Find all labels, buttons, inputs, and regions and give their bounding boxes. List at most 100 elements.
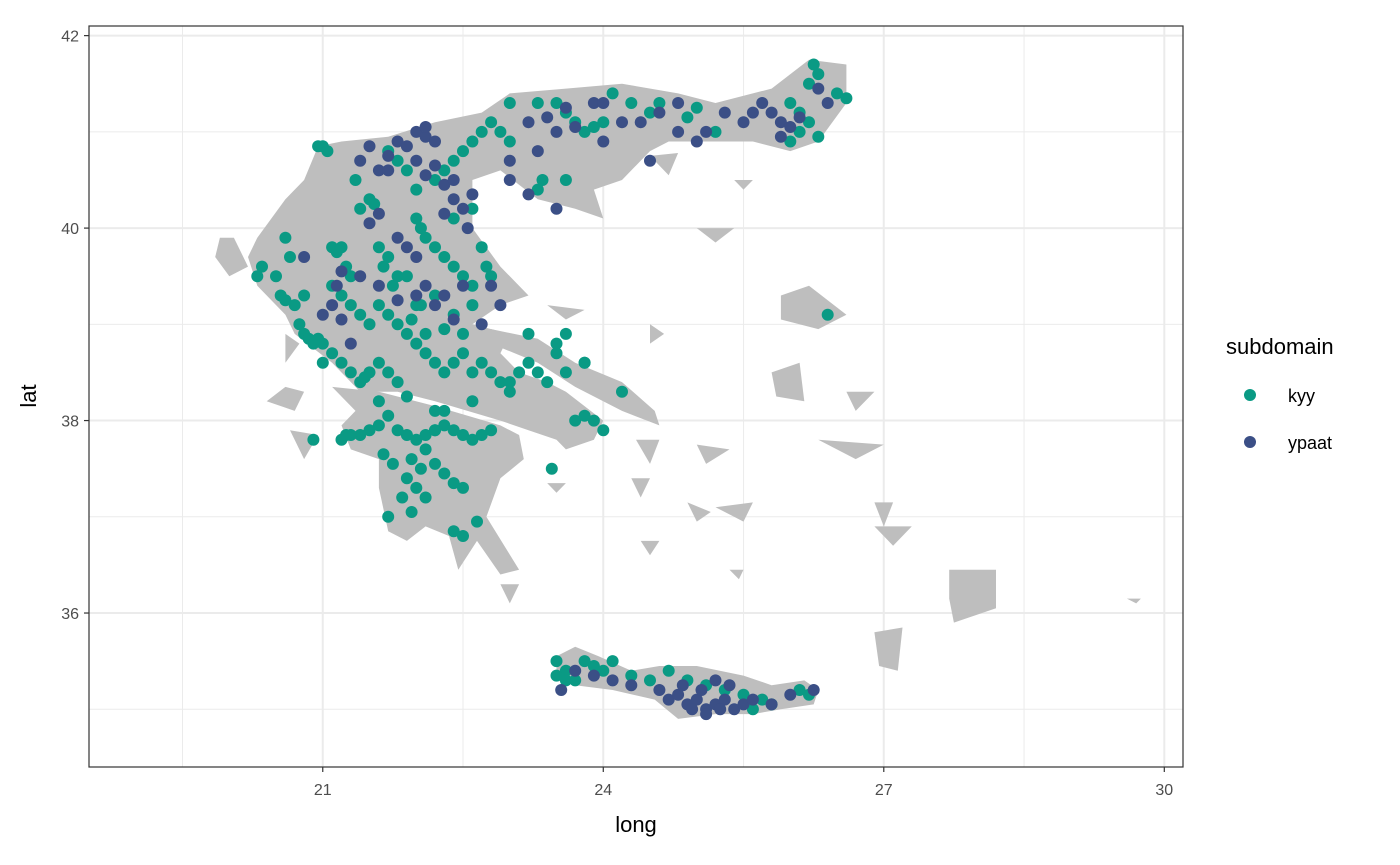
point-ypaat bbox=[714, 703, 727, 716]
point-kyy bbox=[400, 390, 413, 403]
point-kyy bbox=[447, 424, 460, 437]
point-kyy bbox=[419, 347, 432, 360]
point-ypaat bbox=[625, 679, 638, 692]
point-ypaat bbox=[653, 106, 666, 119]
point-kyy bbox=[438, 467, 451, 480]
point-kyy bbox=[485, 116, 498, 129]
point-kyy bbox=[475, 125, 488, 138]
point-kyy bbox=[536, 174, 549, 186]
point-kyy bbox=[419, 327, 432, 340]
point-ypaat bbox=[522, 116, 535, 129]
point-kyy bbox=[358, 371, 371, 384]
point-ypaat bbox=[419, 169, 432, 182]
point-ypaat bbox=[587, 97, 600, 109]
point-kyy bbox=[382, 308, 395, 321]
point-kyy bbox=[419, 491, 432, 504]
point-ypaat bbox=[354, 270, 367, 283]
map-island bbox=[729, 569, 744, 580]
point-kyy bbox=[569, 674, 582, 687]
point-kyy bbox=[709, 125, 722, 138]
point-kyy bbox=[756, 693, 769, 706]
point-ypaat bbox=[774, 116, 787, 129]
point-kyy bbox=[803, 116, 815, 129]
point-ypaat bbox=[522, 188, 535, 201]
point-kyy bbox=[471, 515, 483, 528]
point-kyy bbox=[807, 58, 820, 71]
point-kyy bbox=[400, 429, 413, 441]
point-ypaat bbox=[391, 294, 404, 307]
point-kyy bbox=[410, 337, 423, 350]
legend-key-ypaat bbox=[1244, 436, 1256, 448]
point-ypaat bbox=[410, 125, 423, 138]
point-kyy bbox=[344, 299, 357, 312]
point-ypaat bbox=[653, 684, 666, 696]
point-kyy bbox=[368, 198, 381, 210]
point-kyy bbox=[531, 183, 544, 196]
point-kyy bbox=[457, 481, 469, 494]
point-kyy bbox=[545, 462, 558, 475]
point-kyy bbox=[391, 154, 404, 167]
point-kyy bbox=[746, 703, 759, 716]
point-ypaat bbox=[400, 241, 413, 254]
point-kyy bbox=[466, 299, 479, 312]
point-kyy bbox=[513, 366, 526, 379]
point-kyy bbox=[690, 101, 703, 114]
point-ypaat bbox=[466, 188, 479, 201]
x-axis-title: long bbox=[615, 812, 657, 837]
point-kyy bbox=[438, 366, 451, 379]
point-ypaat bbox=[784, 688, 797, 701]
point-ypaat bbox=[793, 111, 806, 124]
point-kyy bbox=[405, 453, 418, 466]
map-island bbox=[687, 502, 711, 522]
point-kyy bbox=[447, 477, 460, 490]
point-kyy bbox=[466, 279, 479, 292]
point-ypaat bbox=[344, 337, 357, 350]
point-kyy bbox=[784, 135, 797, 148]
point-kyy bbox=[466, 395, 479, 408]
point-ypaat bbox=[690, 135, 703, 148]
point-kyy bbox=[522, 327, 535, 340]
point-kyy bbox=[372, 395, 385, 408]
point-kyy bbox=[284, 251, 296, 263]
point-kyy bbox=[372, 356, 385, 369]
point-kyy bbox=[616, 385, 628, 398]
point-ypaat bbox=[774, 130, 787, 143]
point-ypaat bbox=[503, 154, 516, 167]
point-ypaat bbox=[429, 159, 441, 172]
point-kyy bbox=[606, 655, 619, 668]
point-kyy bbox=[386, 279, 399, 292]
legend-key-kyy bbox=[1244, 389, 1256, 401]
point-ypaat bbox=[718, 693, 731, 706]
point-kyy bbox=[419, 443, 432, 456]
point-kyy bbox=[587, 660, 600, 672]
point-ypaat bbox=[419, 279, 432, 292]
point-kyy bbox=[457, 530, 469, 542]
point-ypaat bbox=[494, 299, 507, 312]
point-kyy bbox=[344, 270, 357, 283]
point-kyy bbox=[279, 294, 292, 307]
point-ypaat bbox=[485, 279, 498, 292]
map-island bbox=[640, 540, 660, 556]
point-kyy bbox=[438, 323, 451, 336]
point-kyy bbox=[316, 337, 329, 350]
point-kyy bbox=[597, 424, 610, 437]
point-kyy bbox=[429, 356, 441, 369]
point-kyy bbox=[597, 664, 610, 677]
point-kyy bbox=[793, 125, 806, 138]
point-kyy bbox=[550, 347, 563, 360]
point-ypaat bbox=[410, 289, 423, 302]
point-kyy bbox=[475, 241, 488, 254]
point-kyy bbox=[447, 212, 460, 225]
y-axis-title: lat bbox=[16, 384, 41, 407]
point-kyy bbox=[597, 116, 610, 129]
point-ypaat bbox=[597, 135, 610, 148]
point-ypaat bbox=[419, 130, 432, 143]
point-kyy bbox=[438, 164, 451, 177]
point-kyy bbox=[681, 111, 694, 124]
point-ypaat bbox=[672, 688, 685, 701]
point-ypaat bbox=[316, 308, 329, 321]
point-kyy bbox=[559, 366, 572, 379]
point-ypaat bbox=[326, 299, 339, 312]
point-ypaat bbox=[447, 313, 460, 326]
